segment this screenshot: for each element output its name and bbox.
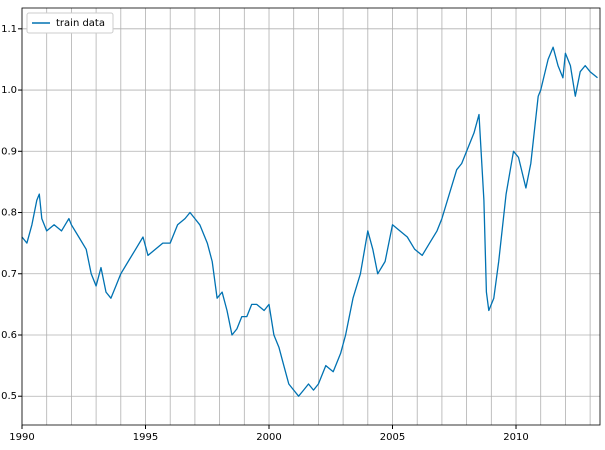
x-tick-label: 1995 xyxy=(133,432,158,443)
legend-box xyxy=(26,12,114,34)
y-tick-label: 0.5 xyxy=(1,391,17,402)
y-tick-label: 0.6 xyxy=(1,330,17,341)
data-line xyxy=(21,46,598,397)
plot-frame xyxy=(21,7,601,426)
x-tick-label: 2000 xyxy=(256,432,281,443)
y-tick-label: 1.0 xyxy=(1,85,17,96)
y-tick-label: 0.8 xyxy=(1,208,17,219)
x-tick-label: 2010 xyxy=(503,432,528,443)
y-tick-label: 1.1 xyxy=(1,24,17,35)
x-tick-label: 2005 xyxy=(380,432,405,443)
y-tick-label: 0.7 xyxy=(1,269,17,280)
legend-label: train data xyxy=(56,18,105,29)
x-tick-label: 1990 xyxy=(9,432,34,443)
y-tick-label: 0.9 xyxy=(1,146,17,157)
